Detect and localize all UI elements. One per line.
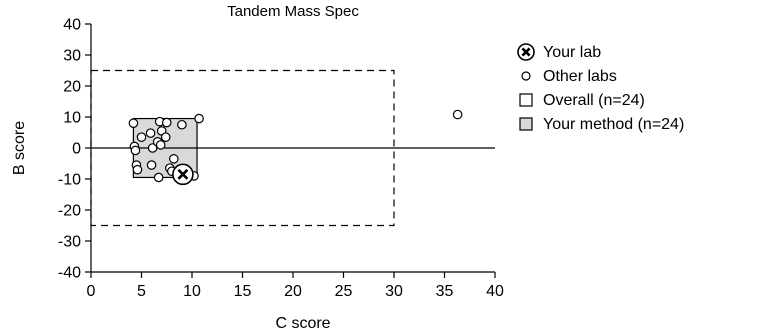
x-tick-label: 35 <box>436 283 454 300</box>
y-tick-label: 40 <box>63 17 81 34</box>
other-lab-point <box>136 132 147 142</box>
y-tick-label: -20 <box>58 203 81 220</box>
other-lab-point <box>194 113 204 124</box>
y-tick-label: 0 <box>72 141 81 158</box>
other-lab-point <box>146 160 157 170</box>
x-tick-label: 20 <box>284 283 302 300</box>
other-lab-point <box>130 145 141 156</box>
other-lab-point <box>155 140 166 150</box>
y-tick-label: 10 <box>63 110 81 127</box>
y-tick-label: -40 <box>58 265 81 282</box>
other-lab-point <box>160 132 171 142</box>
x-tick-label: 15 <box>234 283 252 300</box>
legend-your-lab-label: Your lab <box>543 44 601 61</box>
legend-other-labs-marker <box>521 71 531 81</box>
other-lab-point <box>145 128 156 138</box>
x-tick-label: 10 <box>183 283 201 300</box>
legend-method-label: Your method (n=24) <box>543 116 684 133</box>
your-lab-point-cross-b <box>177 168 189 180</box>
other-lab-point <box>177 119 187 130</box>
x-tick-label: 0 <box>87 283 96 300</box>
other-lab-point <box>153 172 164 183</box>
y-axis-label: B score <box>11 121 28 175</box>
legend-your-lab-marker-cross-b <box>521 47 531 57</box>
legend-overall-label: Overall (n=24) <box>543 92 645 109</box>
y-tick-label: -30 <box>58 234 81 251</box>
your-lab-point <box>172 163 194 186</box>
y-tick-label: -10 <box>58 172 81 189</box>
legend-your-lab-marker <box>517 43 535 61</box>
other-lab-point <box>128 118 139 128</box>
legend-other-labs-label: Other labs <box>543 68 617 85</box>
y-tick-label: 20 <box>63 79 81 96</box>
other-lab-point <box>147 143 158 153</box>
other-lab-point <box>161 117 172 128</box>
x-tick-label: 25 <box>335 283 353 300</box>
x-axis-label: C score <box>275 315 330 329</box>
other-lab-point <box>169 154 179 164</box>
other-lab-point <box>132 164 143 175</box>
other-lab-point <box>452 109 463 120</box>
x-tick-label: 5 <box>137 283 146 300</box>
legend: Your lab Other labs Overall (n=24) Your met… <box>519 44 684 133</box>
y-tick-label: 30 <box>63 48 81 65</box>
x-tick-label: 40 <box>486 283 504 300</box>
x-tick-label: 30 <box>385 283 403 300</box>
chart-title: Tandem Mass Spec <box>227 3 359 20</box>
legend-overall-marker <box>519 93 533 107</box>
legend-method-marker <box>519 117 533 131</box>
